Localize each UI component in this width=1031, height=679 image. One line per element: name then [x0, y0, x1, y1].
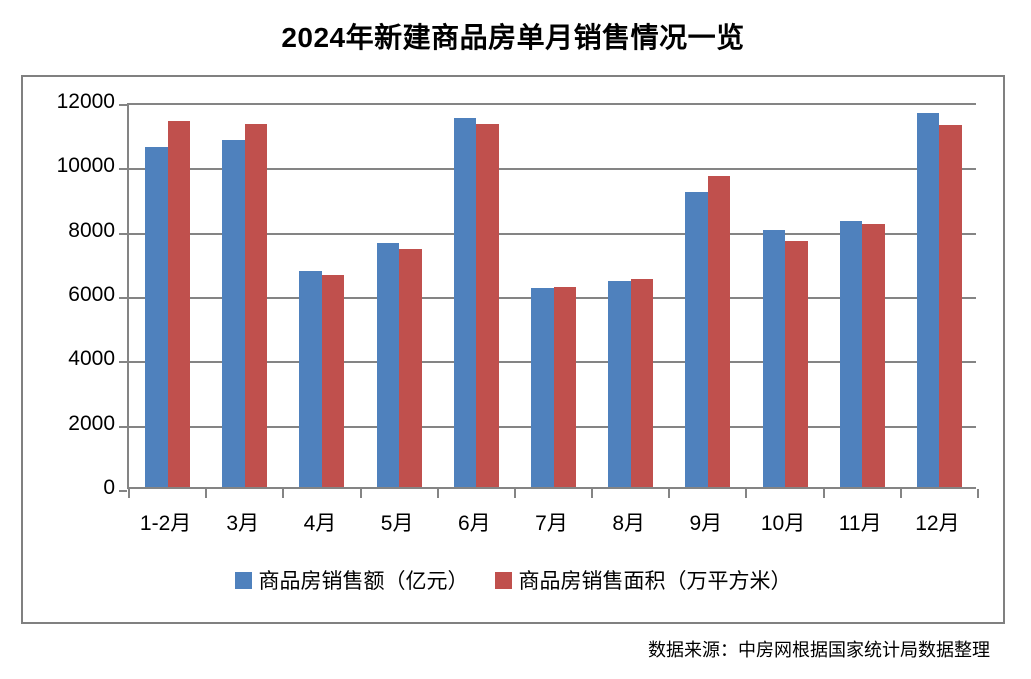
bar-sales-amount [222, 139, 245, 487]
bar-sales-area [939, 124, 962, 487]
y-axis-tick [119, 361, 127, 364]
legend-label: 商品房销售额（亿元） [258, 570, 469, 593]
x-axis-tick [977, 489, 979, 498]
bar-sales-amount [839, 220, 863, 487]
y-tick-label: 10000 [56, 154, 115, 178]
legend-item: 商品房销售额（亿元） [234, 565, 469, 595]
legend: 商品房销售额（亿元） 商品房销售面积（万平方米） [23, 565, 1003, 595]
bar-sales-amount [453, 118, 477, 487]
legend-item: 商品房销售面积（万平方米） [494, 565, 792, 595]
y-tick-label: 0 [103, 476, 115, 499]
x-tick-label: 1-2月 [139, 512, 192, 535]
y-axis-tick [119, 104, 127, 106]
legend-swatch-sales-area [494, 571, 512, 589]
x-tick-label: 8月 [612, 512, 645, 535]
bar-sales-area [244, 123, 268, 487]
x-axis-tick [745, 489, 748, 498]
bar-sales-amount [145, 147, 168, 487]
x-tick-label: 9月 [689, 512, 723, 535]
plot-area [119, 103, 979, 498]
legend-swatch-sales-amount [234, 571, 252, 589]
x-tick-label: 7月 [535, 512, 568, 535]
y-axis-tick [119, 425, 127, 428]
bar-sales-area [707, 175, 731, 487]
bar-sales-amount [376, 242, 400, 487]
x-tick-label: 3月 [226, 512, 260, 535]
x-axis-tick [899, 489, 902, 498]
gridline [129, 232, 976, 235]
chart-frame: 0 2000 4000 6000 8000 10000 12000 1-2月 3月 4月 5月 6月… [21, 75, 1005, 624]
bar-sales-amount [299, 271, 322, 487]
bar-sales-area [862, 223, 885, 487]
source-note: 数据来源：中房网根据国家统计局数据整理 [648, 640, 990, 660]
y-axis-tick [119, 232, 127, 235]
bar-sales-area [167, 121, 191, 487]
bar-sales-amount [916, 113, 940, 487]
x-tick-label: 10月 [760, 512, 806, 535]
x-axis-tick [282, 489, 285, 498]
gridline [129, 168, 976, 171]
x-axis-tick [668, 489, 671, 498]
bar-sales-amount [608, 281, 631, 487]
x-axis-tick [359, 489, 362, 498]
y-tick-label: 2000 [68, 411, 115, 435]
y-axis-tick [119, 297, 127, 299]
bar-sales-area [476, 124, 499, 487]
y-tick-label: 4000 [68, 347, 115, 371]
bar-sales-area [553, 286, 576, 487]
x-tick-label: 12月 [915, 512, 960, 535]
x-axis-tick [513, 489, 516, 498]
x-axis-tick [591, 489, 594, 498]
x-axis-tick [205, 489, 208, 498]
x-axis-tick [822, 489, 825, 498]
x-tick-label: 4月 [303, 512, 337, 535]
bar-sales-amount [685, 192, 708, 487]
y-tick-label: 12000 [56, 90, 115, 113]
bar-sales-amount [762, 230, 786, 487]
y-tick-label: 8000 [68, 218, 115, 242]
y-axis-tick [119, 168, 127, 171]
bar-sales-area [399, 249, 422, 487]
y-tick-label: 6000 [68, 283, 115, 306]
x-axis-tick [128, 489, 130, 498]
bar-sales-area [321, 275, 345, 487]
bar-sales-amount [531, 287, 554, 487]
x-tick-label: 5月 [380, 512, 414, 535]
bar-sales-area [630, 279, 654, 487]
y-axis-tick [119, 490, 127, 492]
chart-title: 2024年新建商品房单月销售情况一览 [281, 22, 745, 53]
bar-sales-area [785, 241, 808, 487]
legend-label: 商品房销售面积（万平方米） [518, 570, 792, 593]
x-axis-tick [436, 489, 439, 498]
x-tick-label: 6月 [457, 512, 491, 535]
x-tick-label: 11月 [838, 512, 882, 535]
